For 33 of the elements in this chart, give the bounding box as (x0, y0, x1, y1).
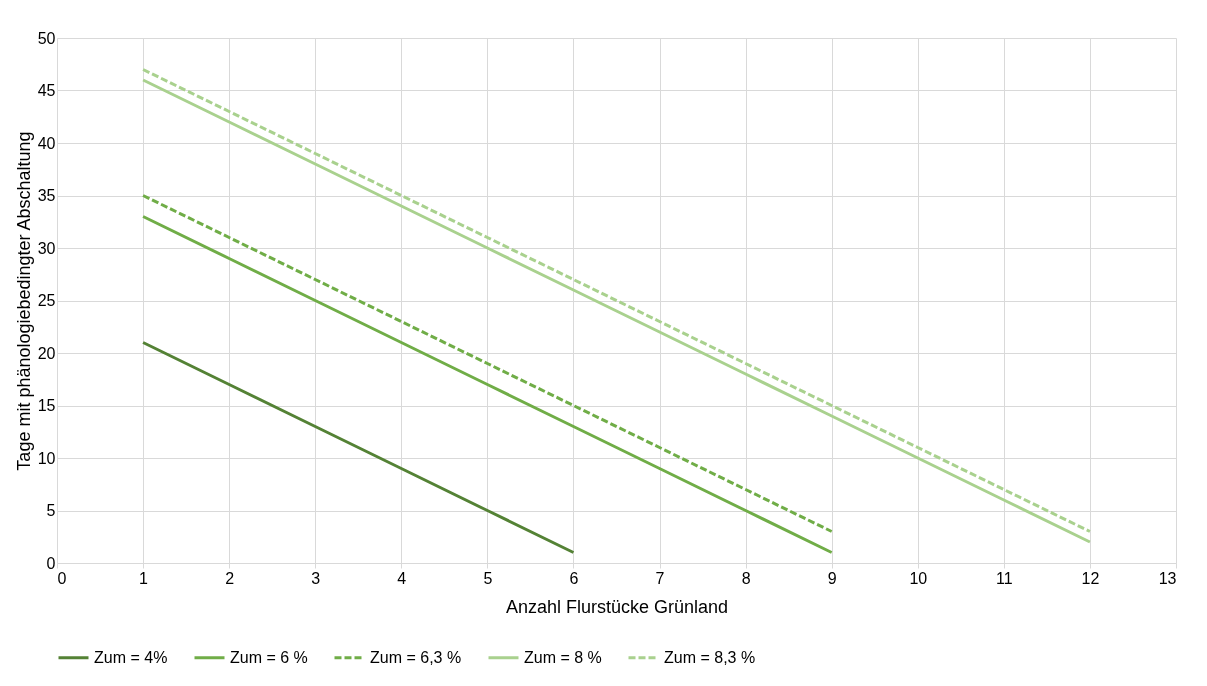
y-tick-label: 45 (37, 82, 56, 99)
line-series (141, 341, 575, 554)
y-tick-label: 25 (37, 292, 56, 309)
x-tick-label: 9 (827, 569, 837, 587)
y-tick-label: 5 (46, 502, 56, 519)
legend-label: Zum = 8,3 % (664, 648, 756, 666)
x-tick-label: 2 (225, 569, 235, 587)
x-tick-label: 6 (569, 569, 579, 587)
y-tick-label: 0 (46, 554, 56, 572)
x-tick-label: 10 (909, 569, 928, 587)
y-tick-label: 40 (37, 134, 56, 152)
x-tick-label: 5 (483, 569, 493, 587)
y-tick-label: 30 (37, 239, 56, 257)
legend-label: Zum = 6,3 % (370, 648, 462, 666)
y-tick-label: 35 (37, 187, 56, 204)
x-tick-label: 12 (1081, 569, 1100, 587)
y-axis-title: Tage mit phänologiebedingter Abschaltung (13, 131, 34, 471)
y-tick-label: 20 (37, 344, 56, 362)
legend-label: Zum = 6 % (230, 648, 308, 666)
y-tick-label: 15 (37, 397, 56, 414)
y-tick-label: 10 (37, 449, 56, 467)
x-tick-label: 8 (741, 569, 751, 587)
x-tick-label: 0 (57, 569, 67, 587)
x-tick-label: 3 (311, 569, 321, 587)
legend-label: Zum = 8 % (524, 648, 602, 666)
x-axis-title: Anzahl Flurstücke Grünland (505, 596, 729, 617)
x-tick-label: 4 (397, 569, 407, 587)
y-tick-label: 50 (37, 29, 56, 47)
x-tick-label: 7 (655, 569, 665, 587)
x-tick-label: 13 (1158, 569, 1177, 587)
x-tick-label: 1 (139, 569, 149, 587)
legend-label: Zum = 4% (94, 648, 168, 666)
x-tick-label: 11 (996, 569, 1013, 587)
